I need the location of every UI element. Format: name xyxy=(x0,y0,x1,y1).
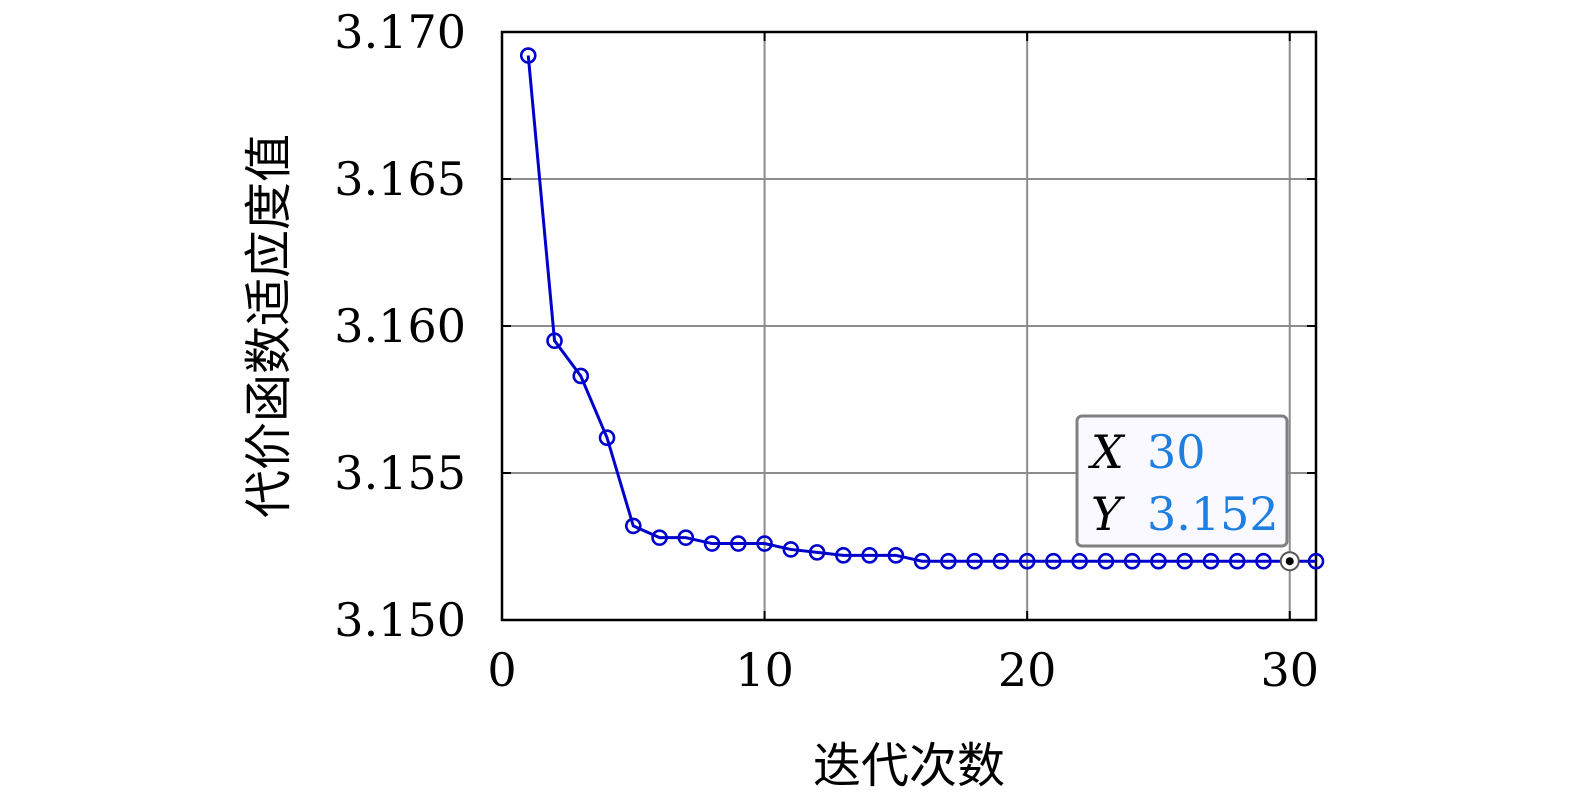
data-point xyxy=(835,547,852,564)
data-point xyxy=(1307,552,1325,570)
data-point xyxy=(703,535,721,552)
data-point xyxy=(913,552,931,570)
data-point xyxy=(940,552,957,570)
datatip-y-value: 3.152 xyxy=(1147,487,1279,541)
data-point xyxy=(730,535,747,552)
data-point xyxy=(1228,552,1246,570)
datatip-x-key: X xyxy=(1088,425,1126,479)
data-point xyxy=(1018,552,1036,570)
data-point xyxy=(519,47,537,64)
series-line xyxy=(526,55,1316,563)
data-point xyxy=(546,332,563,350)
data-point xyxy=(1097,552,1115,570)
axes xyxy=(500,30,1318,622)
x-axis-title: 迭代次数 xyxy=(813,738,1005,794)
y-tick-label: 3.160 xyxy=(334,299,466,353)
data-point xyxy=(966,552,983,570)
x-tick-label: 20 xyxy=(998,643,1057,697)
x-tick-label: 10 xyxy=(735,643,794,697)
datatip-y-key: Y xyxy=(1091,487,1126,541)
data-point xyxy=(1150,552,1167,570)
data-point xyxy=(572,367,590,385)
data-point xyxy=(1071,552,1088,570)
data-point xyxy=(651,529,668,546)
data-point xyxy=(887,547,905,564)
data-point xyxy=(992,552,1010,570)
data-point xyxy=(1202,552,1220,570)
y-tick-label: 3.150 xyxy=(334,593,466,647)
data-point xyxy=(1176,552,1194,570)
data-point xyxy=(677,529,695,546)
y-tick-label: 3.165 xyxy=(334,152,466,206)
datatip-marker-dot xyxy=(1285,557,1294,566)
data-point xyxy=(1123,552,1141,570)
data-point xyxy=(861,547,878,564)
data-point xyxy=(1255,552,1272,570)
datatip-x-value: 30 xyxy=(1147,425,1206,479)
data-point xyxy=(1045,552,1062,570)
data-point xyxy=(808,544,826,561)
y-tick-label: 3.155 xyxy=(334,446,466,500)
data-point xyxy=(756,535,773,552)
datatip-box xyxy=(1075,414,1289,548)
datatip[interactable]: X 30 Y 3.152 xyxy=(1075,414,1300,572)
series xyxy=(519,47,1325,570)
data-point xyxy=(782,541,800,558)
x-tick-label: 30 xyxy=(1260,643,1319,697)
data-point xyxy=(624,517,642,535)
x-tick-label: 0 xyxy=(487,643,516,697)
y-axis-title: 代价函数适应度值 xyxy=(241,134,297,518)
tick-labels: 0 10 20 30 3.150 3.155 3.160 3.165 3.170 xyxy=(334,5,1319,697)
y-tick-label: 3.170 xyxy=(334,5,466,59)
data-point xyxy=(598,429,616,447)
